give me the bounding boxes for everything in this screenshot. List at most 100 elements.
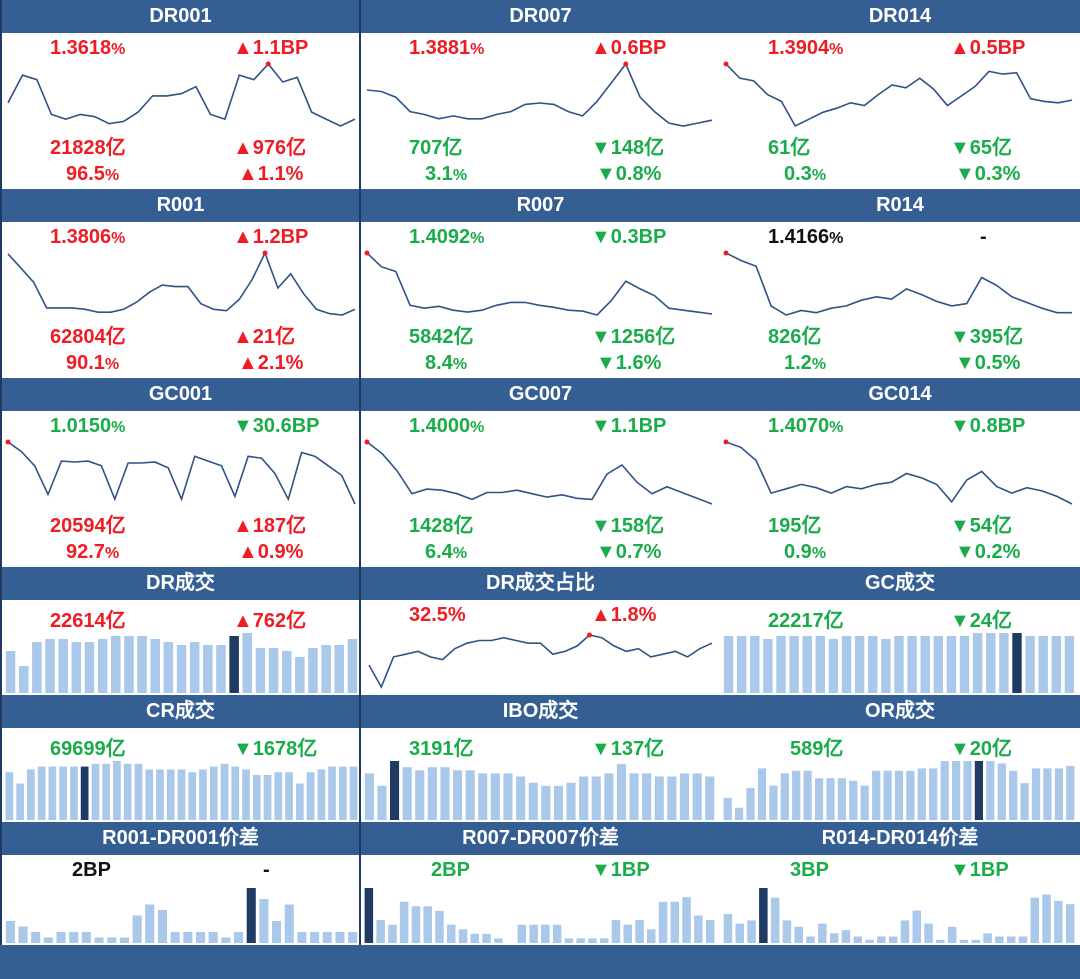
panel-chart (723, 888, 1075, 943)
r001-dr001-bar (322, 932, 332, 943)
r001-dr001-bar (18, 926, 28, 943)
r001-peak-marker (262, 250, 268, 256)
ibo-bar (679, 773, 689, 820)
r014-dr014-bar (841, 930, 851, 943)
r014-dr014-bar (829, 933, 839, 943)
share-change: ▼0.3% (955, 163, 1021, 185)
cr-bar (317, 769, 326, 820)
rate-number: 1.4070 (768, 415, 830, 437)
volume-change: ▲21亿 (233, 326, 296, 348)
gc-bar (1051, 636, 1061, 693)
gc-bar (789, 636, 799, 693)
gc-bar (1038, 636, 1048, 693)
r001-dr001-bar (272, 921, 282, 943)
r001-dr001-bar (284, 904, 294, 943)
cr-bar (220, 763, 229, 820)
r007-dr007-bar (623, 924, 632, 943)
r014-peak-marker (723, 250, 729, 256)
dr-bar (137, 636, 147, 693)
or-bar (1031, 768, 1041, 820)
share-change: ▼0.7% (596, 541, 662, 563)
share-number: 3.1 (425, 163, 453, 185)
gc-bar (1064, 636, 1075, 693)
share-value: 8.4% (425, 352, 467, 375)
cr-bar (188, 772, 197, 820)
rate-change: ▲0.5BP (950, 37, 1026, 59)
or-bar (952, 761, 961, 820)
cr-bar (166, 769, 175, 820)
panel-chart (723, 439, 1073, 505)
r014-dr014-bar (877, 936, 886, 943)
r007-dr007-bar (564, 938, 574, 943)
rate-number: 1.4166 (768, 226, 830, 248)
ibo-bar (465, 770, 475, 820)
panel-chart (364, 888, 715, 944)
ibo-bar (616, 764, 626, 820)
value-change: ▼1BP (591, 859, 650, 881)
panel-dr007: DR007 1.3881% ▲0.6BP 707亿 ▼148亿 3.1% ▼0.8% (361, 0, 722, 191)
cr-bar (27, 769, 35, 820)
r001-dr001-bar (132, 915, 142, 943)
gc-bar (986, 633, 996, 693)
r001-dr001-bar (119, 937, 129, 943)
share-unit: % (452, 167, 468, 184)
r007-dr007-bar (364, 888, 374, 943)
r014-dr014-bar (971, 939, 980, 943)
panel-title: R001 (2, 189, 359, 222)
share-unit: % (811, 545, 827, 562)
share-number: 90.1 (66, 352, 105, 374)
panel-chart (5, 888, 358, 943)
ibo-bar (415, 770, 425, 820)
share-number: 1.2 (784, 352, 812, 374)
ibo-bar (453, 770, 463, 820)
share-unit: % (811, 356, 827, 373)
dr-bar (334, 645, 344, 693)
or-bar (837, 778, 846, 820)
or-bar (735, 807, 744, 820)
gc-bar (776, 636, 786, 693)
gc-bar (894, 636, 904, 693)
r007-dr007-bar (600, 938, 609, 943)
or-bar (815, 778, 824, 820)
ibo-bar (579, 776, 589, 820)
or-bar (986, 761, 995, 820)
r007-dr007-bar (399, 901, 409, 944)
rate-number: 1.0150 (50, 415, 112, 437)
gc-bar (815, 636, 825, 693)
rate-unit: % (111, 419, 126, 436)
r001-dr001-bar (56, 932, 66, 943)
cr-bar (285, 772, 293, 820)
cr-bar (37, 766, 46, 820)
panel-chart (723, 761, 1075, 820)
share-value: 1.2% (784, 352, 826, 375)
r007-dr007-bar (647, 929, 656, 944)
share-value: 90.1% (66, 352, 119, 375)
or-bar (849, 780, 858, 820)
or-bar (757, 768, 767, 820)
share-number: 8.4 (425, 352, 453, 374)
r001-dr001-bar (157, 910, 167, 943)
value-primary: 3191亿 (409, 738, 474, 760)
r014-dr014-bar (912, 910, 921, 943)
panel-title: DR成交 (2, 567, 359, 600)
panel-title: GC007 (361, 378, 720, 411)
gc014-series-line (725, 441, 1073, 505)
value-primary: 69699亿 (50, 738, 126, 760)
ibo-bar (503, 773, 513, 820)
r014-dr014-bar (806, 936, 815, 943)
dr-bar (45, 639, 55, 693)
panel-chart (5, 439, 356, 505)
r001-dr001-bar (170, 932, 180, 943)
or-bar (997, 763, 1006, 820)
r001-dr001-bar (31, 932, 41, 943)
panel-title: R007-DR007价差 (361, 822, 720, 855)
dr-bar (347, 639, 358, 693)
volume-value: 62804亿 (50, 326, 126, 348)
gc-bar (841, 636, 852, 693)
panel-title: DR014 (720, 0, 1080, 33)
r007-dr007-bar (388, 924, 397, 943)
r014-dr014-bar (924, 923, 933, 943)
rate-number: 1.4000 (409, 415, 471, 437)
r007-dr007-bar (458, 929, 468, 944)
gc-bar (881, 639, 891, 693)
